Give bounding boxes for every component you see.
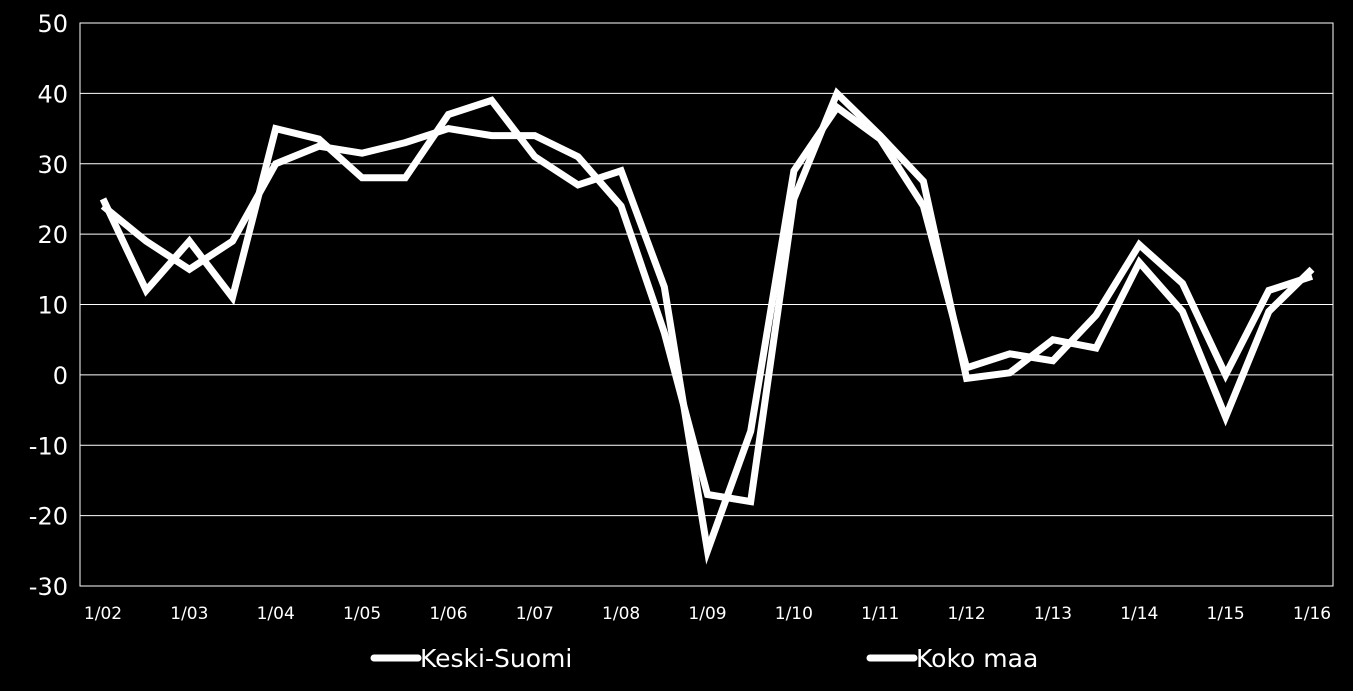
plot-area-border [79,22,1334,587]
x-tick-label: 1/06 [429,604,467,624]
x-tick-label: 1/09 [688,604,726,624]
y-tick-label: 40 [37,80,68,108]
y-tick-label: 20 [37,221,68,249]
x-tick-label: 1/08 [602,604,640,624]
x-tick-label: 1/14 [1120,604,1158,624]
series-line-1 [100,87,1315,506]
legend-label: Koko maa [916,644,1038,673]
y-tick-label: 10 [37,292,68,320]
y-tick-label: -20 [29,503,68,531]
x-tick-label: 1/02 [84,604,122,624]
x-axis-tick-labels: 1/02 1/03 1/04 1/05 1/06 1/07 1/08 1/09 1/10 1/11… [84,604,1331,624]
x-tick-label: 1/10 [775,604,813,624]
y-tick-label: -10 [29,432,68,460]
y-tick-label: 30 [37,151,68,179]
y-tick-label: 50 [37,10,68,38]
x-tick-label: 1/15 [1207,604,1245,624]
x-tick-label: 1/16 [1293,604,1331,624]
legend: Keski-Suomi Koko maa [370,644,1038,673]
x-tick-label: 1/05 [343,604,381,624]
x-tick-label: 1/12 [947,604,985,624]
y-tick-label: 0 [53,362,68,390]
x-tick-label: 1/07 [516,604,554,624]
series-line-0 [99,96,1314,565]
x-tick-label: 1/03 [170,604,208,624]
x-tick-label: 1/11 [861,604,899,624]
x-tick-label: 1/13 [1034,604,1072,624]
x-tick-label: 1/04 [257,604,295,624]
legend-label: Keski-Suomi [420,644,572,673]
y-axis-tick-labels: 50 40 30 20 10 0 -10 -20 -30 [29,10,68,601]
series-lines [99,87,1315,565]
y-tick-label: -30 [29,573,68,601]
